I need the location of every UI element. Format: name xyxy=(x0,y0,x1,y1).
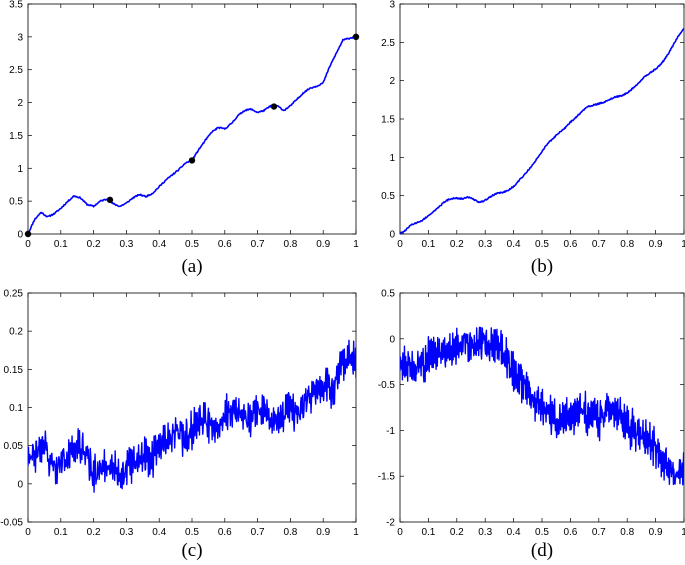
x-tick-label: 1 xyxy=(681,527,685,538)
panel-caption: (d) xyxy=(531,540,553,561)
x-tick-label: 0.1 xyxy=(54,527,68,538)
y-tick-label: 1 xyxy=(17,164,23,175)
x-tick-label: 0.9 xyxy=(649,527,663,538)
x-tick-label: 0.9 xyxy=(649,239,663,250)
axes-frame xyxy=(399,3,685,235)
x-tick-label: 0.7 xyxy=(592,527,606,538)
x-tick-label: 0.8 xyxy=(283,527,297,538)
x-tick-label: 0 xyxy=(397,527,403,538)
y-tick-label: 0 xyxy=(389,334,395,345)
y-tick-label: -2 xyxy=(386,518,395,529)
chart-panel-1: 0 0.1 0.2 0.3 0.4 0.5 0.6 0.7 0.8 0.9 1 0 0.5 1 1.5 2 2.… xyxy=(9,0,359,277)
y-tick-label: 3.5 xyxy=(9,0,23,11)
x-tick-label: 0.6 xyxy=(218,527,232,538)
y-tick-label: -0.5 xyxy=(378,380,396,391)
x-tick-label: 0.6 xyxy=(563,527,577,538)
y-tick-label: 2 xyxy=(389,76,395,87)
data-point-marker xyxy=(352,33,360,41)
panel-caption: (a) xyxy=(181,256,202,277)
x-tick-label: 0.4 xyxy=(152,239,166,250)
panel-caption: (c) xyxy=(181,540,202,561)
x-tick-label: 0.4 xyxy=(507,239,521,250)
series-line xyxy=(400,326,684,486)
x-tick-label: 1 xyxy=(353,527,359,538)
x-tick-label: 0.8 xyxy=(620,527,634,538)
y-tick-label: 0.15 xyxy=(4,365,24,376)
x-tick-label: 0.3 xyxy=(478,527,492,538)
x-tick-label: 0.5 xyxy=(535,239,549,250)
y-tick-label: 1.5 xyxy=(381,115,395,126)
y-tick-label: 1.5 xyxy=(9,131,23,142)
x-tick-label: 0.1 xyxy=(54,239,68,250)
x-tick-label: 0.5 xyxy=(185,527,199,538)
x-tick-label: 0.7 xyxy=(251,527,265,538)
y-tick-label: 0.2 xyxy=(9,327,23,338)
x-tick-label: 0.6 xyxy=(218,239,232,250)
y-tick-label: 2.5 xyxy=(9,65,23,76)
x-tick-label: 0.8 xyxy=(620,239,634,250)
x-tick-label: 0.2 xyxy=(450,239,464,250)
x-tick-label: 0.9 xyxy=(316,527,330,538)
chart-panel-2: 0 0.1 0.2 0.3 0.4 0.5 0.6 0.7 0.8 0.9 1 0 0.5 1 1.5 2 2.… xyxy=(381,0,685,277)
x-tick-label: 0 xyxy=(25,239,31,250)
y-tick-label: -1 xyxy=(386,426,395,437)
y-tick-label: 1 xyxy=(389,153,395,164)
x-tick-label: 0.5 xyxy=(185,239,199,250)
y-tick-label: 2 xyxy=(17,98,23,109)
x-tick-label: 0.4 xyxy=(152,527,166,538)
chart-panel-3: 0 0.1 0.2 0.3 0.4 0.5 0.6 0.7 0.8 0.9 1-0.0500.050… xyxy=(0,289,359,562)
y-tick-label: 0.1 xyxy=(9,403,23,414)
chart-panel-4: 0 0.1 0.2 0.3 0.4 0.5 0.6 0.7 0.8 0.9 1 -2 -1.5 -1 -0.… xyxy=(378,289,685,562)
data-point-marker xyxy=(24,230,32,238)
y-tick-label: 0.05 xyxy=(4,441,24,452)
series-line xyxy=(400,28,684,234)
y-tick-label: 0.5 xyxy=(381,289,395,300)
y-tick-label: 3 xyxy=(389,0,395,11)
x-tick-label: 0.3 xyxy=(478,239,492,250)
x-tick-label: 0.1 xyxy=(421,527,435,538)
y-tick-label: 2.5 xyxy=(381,38,395,49)
x-tick-label: 0.8 xyxy=(283,239,297,250)
data-point-marker xyxy=(188,157,196,164)
series-line xyxy=(28,36,356,234)
x-tick-label: 0.7 xyxy=(592,239,606,250)
x-tick-label: 0.2 xyxy=(87,527,101,538)
panel-caption: (b) xyxy=(531,256,553,277)
x-tick-label: 0.2 xyxy=(87,239,101,250)
y-tick-label: 0.5 xyxy=(9,197,23,208)
x-tick-label: 0.4 xyxy=(507,527,521,538)
x-tick-label: 0.5 xyxy=(535,527,549,538)
axes-frame xyxy=(27,3,357,235)
x-tick-label: 0.7 xyxy=(251,239,265,250)
data-point-marker xyxy=(106,196,114,204)
y-tick-label: 0.5 xyxy=(381,191,395,202)
x-tick-label: 0.3 xyxy=(119,527,133,538)
x-tick-label: 1 xyxy=(681,239,685,250)
y-tick-label: 0 xyxy=(17,230,23,241)
y-tick-label: 0 xyxy=(389,230,395,241)
x-tick-label: 0.2 xyxy=(450,527,464,538)
y-tick-label: 0 xyxy=(17,479,23,490)
y-tick-label: 0.25 xyxy=(4,289,24,300)
y-tick-label: -1.5 xyxy=(378,472,396,483)
x-tick-label: 0 xyxy=(397,239,403,250)
y-tick-label: -0.05 xyxy=(0,518,23,529)
x-tick-label: 0.1 xyxy=(421,239,435,250)
x-tick-label: 0.3 xyxy=(119,239,133,250)
x-tick-label: 0 xyxy=(25,527,31,538)
x-tick-label: 0.9 xyxy=(316,239,330,250)
data-point-marker xyxy=(270,103,278,110)
series-line xyxy=(28,339,356,493)
x-tick-label: 0.6 xyxy=(563,239,577,250)
y-tick-label: 3 xyxy=(17,32,23,43)
x-tick-label: 1 xyxy=(353,239,359,250)
